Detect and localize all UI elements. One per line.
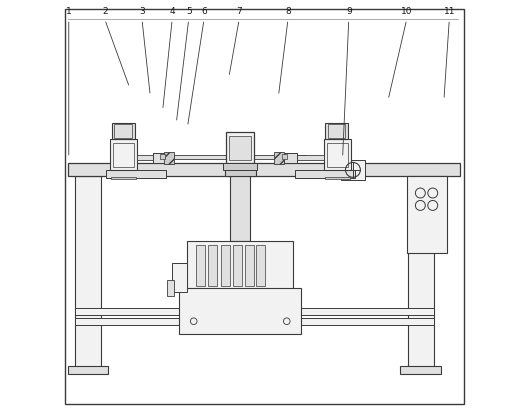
Bar bbox=[153, 153, 166, 163]
Bar bbox=[68, 163, 460, 176]
Text: 5: 5 bbox=[186, 7, 192, 16]
Text: 8: 8 bbox=[285, 7, 291, 16]
Bar bbox=[110, 139, 137, 170]
Bar bbox=[328, 124, 345, 138]
Bar bbox=[225, 169, 256, 176]
Bar bbox=[172, 264, 187, 292]
Bar bbox=[246, 245, 254, 286]
Bar bbox=[75, 318, 433, 325]
Bar bbox=[75, 176, 101, 367]
Bar bbox=[282, 154, 287, 159]
Bar bbox=[325, 123, 348, 139]
Bar bbox=[221, 245, 230, 286]
Bar bbox=[164, 151, 174, 164]
Bar bbox=[208, 245, 217, 286]
Bar bbox=[284, 153, 297, 163]
Bar bbox=[226, 132, 254, 163]
Bar bbox=[325, 177, 350, 179]
Bar bbox=[112, 123, 135, 139]
Bar bbox=[196, 245, 205, 286]
Bar bbox=[174, 155, 306, 159]
Bar bbox=[137, 155, 168, 160]
Bar bbox=[408, 176, 433, 367]
Bar bbox=[187, 241, 293, 290]
Bar bbox=[341, 159, 364, 180]
Bar bbox=[295, 170, 355, 178]
Bar bbox=[274, 151, 284, 164]
Bar bbox=[114, 124, 131, 138]
Text: 10: 10 bbox=[401, 7, 412, 16]
Bar bbox=[401, 366, 441, 374]
Text: 2: 2 bbox=[102, 7, 108, 16]
Bar bbox=[230, 176, 250, 241]
Bar bbox=[256, 245, 265, 286]
Bar bbox=[160, 154, 165, 159]
Text: 4: 4 bbox=[169, 7, 175, 16]
Bar bbox=[407, 176, 447, 253]
Bar bbox=[233, 245, 242, 286]
Text: 11: 11 bbox=[444, 7, 455, 16]
Bar bbox=[223, 163, 257, 170]
Text: 1: 1 bbox=[66, 7, 72, 16]
Bar bbox=[111, 177, 136, 179]
Bar bbox=[324, 139, 351, 170]
Text: 7: 7 bbox=[237, 7, 242, 16]
Bar bbox=[293, 155, 324, 160]
Bar bbox=[167, 280, 174, 296]
Text: 3: 3 bbox=[139, 7, 145, 16]
Bar bbox=[113, 143, 134, 167]
Text: 9: 9 bbox=[346, 7, 352, 16]
Bar bbox=[75, 308, 433, 315]
Bar bbox=[229, 136, 251, 160]
Bar bbox=[179, 288, 301, 334]
Text: 6: 6 bbox=[201, 7, 207, 16]
Bar bbox=[106, 170, 166, 178]
Bar bbox=[68, 366, 108, 374]
Bar bbox=[327, 143, 347, 167]
